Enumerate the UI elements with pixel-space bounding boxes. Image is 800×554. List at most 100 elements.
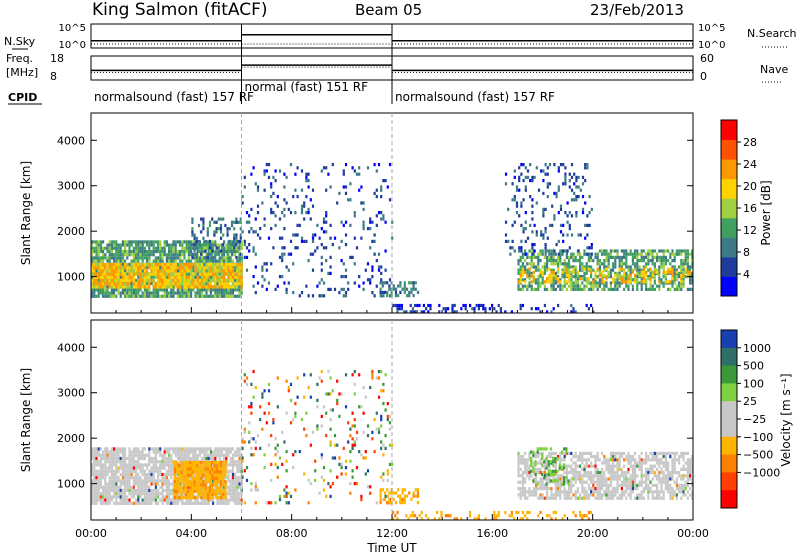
power-cell <box>528 262 531 266</box>
velocity-cell <box>146 495 149 499</box>
power-cell <box>594 252 597 256</box>
power-cell <box>146 249 149 254</box>
velocity-cell <box>126 495 129 499</box>
power-cell <box>649 284 652 288</box>
power-cell <box>179 272 182 276</box>
power-cell <box>227 263 230 267</box>
velocity-cell <box>130 488 133 493</box>
power-cell <box>217 246 220 250</box>
velocity-cell <box>248 440 251 444</box>
velocity-cell <box>168 450 171 454</box>
power-cell <box>539 259 542 263</box>
velocity-cell <box>215 470 218 474</box>
power-cell <box>97 256 100 260</box>
power-cell <box>229 279 232 283</box>
velocity-cell <box>150 479 153 483</box>
power-cell <box>616 278 619 282</box>
power-cell <box>572 259 575 263</box>
velocity-cell <box>154 466 157 470</box>
power-cell <box>283 246 286 250</box>
power-cell <box>225 266 228 270</box>
velocity-cell <box>316 405 319 409</box>
power-cell <box>181 294 184 298</box>
power-cell <box>507 207 510 211</box>
velocity-cell <box>152 482 155 486</box>
velocity-cell <box>379 491 382 495</box>
power-cell <box>647 249 650 253</box>
power-cell <box>168 253 171 257</box>
power-cell <box>307 207 310 211</box>
velocity-cell <box>119 482 122 486</box>
power-cell <box>102 275 105 279</box>
power-cell <box>95 253 98 257</box>
power-cell <box>270 207 273 211</box>
velocity-cell <box>234 488 237 493</box>
power-cell <box>636 280 639 284</box>
power-cell <box>276 195 279 199</box>
velocity-cell <box>283 494 286 498</box>
velocity-cell <box>170 472 173 477</box>
velocity-cell <box>493 517 496 521</box>
power-cell <box>562 163 565 167</box>
power-cell <box>226 230 229 234</box>
velocity-cell <box>121 476 124 480</box>
power-cell <box>137 246 140 250</box>
velocity-cell <box>338 462 341 466</box>
velocity-cell <box>124 476 127 480</box>
power-cell <box>97 259 100 263</box>
power-cell <box>528 271 531 275</box>
power-cell <box>229 249 232 254</box>
velocity-cell <box>198 483 201 487</box>
velocity-cell <box>152 463 155 467</box>
power-cell <box>353 169 356 173</box>
power-cell <box>531 217 534 221</box>
power-cell <box>163 263 166 267</box>
velocity-cell <box>192 450 195 454</box>
velocity-cell <box>115 456 118 461</box>
power-cell <box>601 270 604 274</box>
velocity-cell <box>521 510 524 515</box>
power-cell <box>327 287 330 291</box>
power-cell <box>570 287 573 291</box>
power-cell <box>477 307 480 311</box>
power-cell <box>187 285 190 289</box>
power-cell <box>152 240 155 244</box>
power-cell <box>557 267 560 271</box>
velocity-cell <box>206 470 209 474</box>
power-cell <box>675 270 678 274</box>
velocity-cell <box>285 411 288 415</box>
power-cell <box>521 273 524 278</box>
velocity-cell <box>172 498 175 502</box>
velocity-cell <box>550 517 553 521</box>
power-cell <box>305 195 308 199</box>
velocity-cell <box>126 501 129 505</box>
power-cell <box>598 281 601 285</box>
power-cell <box>201 249 204 254</box>
velocity-cell <box>178 496 181 500</box>
velocity-cell <box>124 492 127 496</box>
velocity-cell <box>379 501 382 505</box>
power-cell <box>686 252 689 256</box>
power-cell <box>146 279 149 283</box>
power-cell <box>213 220 216 224</box>
power-cell <box>231 246 234 250</box>
power-cell <box>373 294 376 298</box>
power-cell <box>649 249 652 253</box>
power-cell <box>137 275 140 279</box>
velocity-cell <box>243 501 246 505</box>
velocity-cell <box>351 373 354 377</box>
power-cell <box>394 290 398 294</box>
velocity-cell <box>327 482 330 486</box>
velocity-cell <box>121 482 124 486</box>
power-cell <box>238 272 241 276</box>
power-cell <box>97 246 100 250</box>
velocity-cell <box>325 494 328 498</box>
power-cell <box>245 211 249 215</box>
power-cell <box>585 268 588 272</box>
power-cell <box>517 262 520 266</box>
power-cell <box>108 253 111 257</box>
power-cell <box>414 310 417 314</box>
velocity-cell <box>168 472 171 477</box>
power-cell <box>292 262 295 266</box>
power-cell <box>281 236 284 240</box>
